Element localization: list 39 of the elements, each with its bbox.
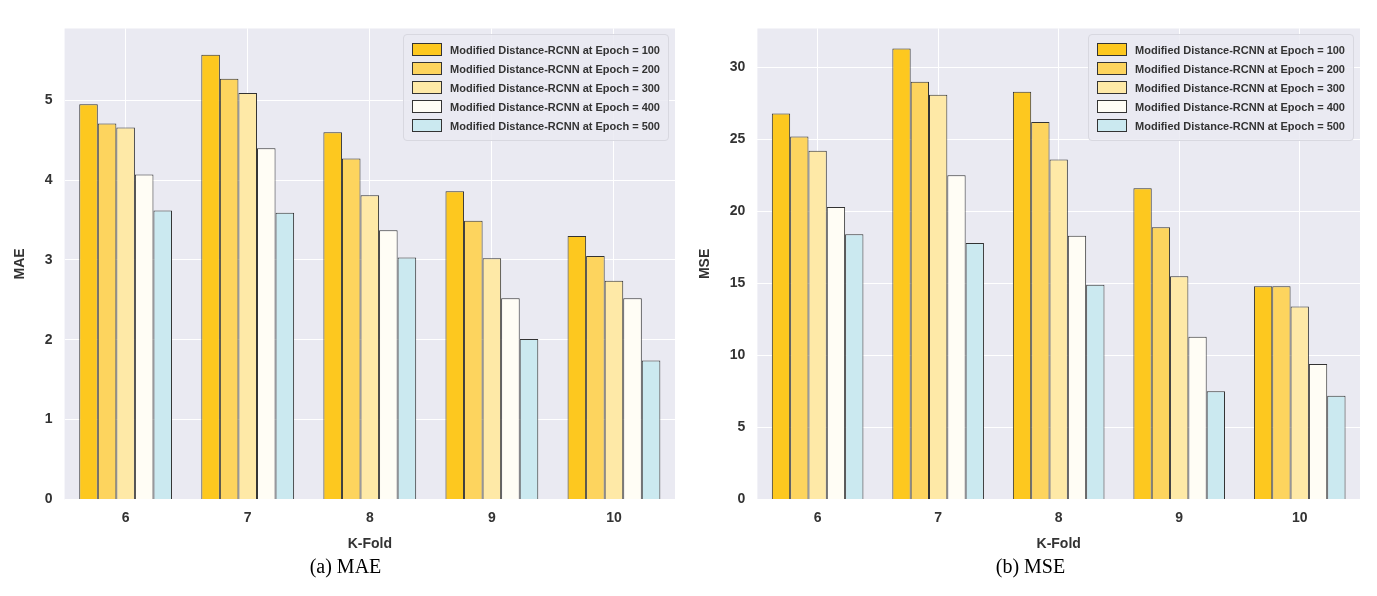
x-tick-label: 6 [813, 508, 822, 525]
legend-label: Modified Distance-RCNN at Epoch = 400 [1135, 100, 1345, 113]
legend-label: Modified Distance-RCNN at Epoch = 500 [1135, 119, 1345, 132]
y-tick-label: 30 [729, 58, 746, 75]
x-tick-label: 10 [1291, 508, 1308, 525]
y-tick-label: 4 [44, 170, 53, 187]
x-axis-title: K-Fold [1036, 535, 1081, 552]
legend-label: Modified Distance-RCNN at Epoch = 400 [450, 100, 660, 113]
legend-label: Modified Distance-RCNN at Epoch = 300 [450, 81, 660, 94]
y-tick-label: 3 [44, 250, 53, 267]
text: (b) MSE [995, 555, 1066, 578]
y-tick-label: 5 [737, 418, 746, 435]
x-tick-label: 9 [487, 508, 496, 525]
legend-label: Modified Distance-RCNN at Epoch = 200 [450, 62, 660, 75]
y-tick-label: 2 [44, 330, 53, 347]
text: (a) MAE [309, 555, 382, 578]
y-tick-label: 25 [729, 130, 746, 147]
legend-label: Modified Distance-RCNN at Epoch = 200 [1135, 62, 1345, 75]
legend-label: Modified Distance-RCNN at Epoch = 300 [1135, 81, 1345, 94]
x-tick-label: 7 [934, 508, 943, 525]
y-tick-label: 10 [729, 346, 746, 363]
legend-label: Modified Distance-RCNN at Epoch = 100 [1135, 43, 1345, 56]
y-axis-title: MAE [11, 248, 28, 280]
x-axis-title: K-Fold [347, 535, 392, 552]
x-tick-label: 9 [1175, 508, 1184, 525]
x-tick-label: 10 [606, 508, 622, 525]
legend-label: Modified Distance-RCNN at Epoch = 100 [450, 43, 660, 56]
y-tick-label: 0 [44, 490, 53, 507]
y-tick-label: 20 [729, 202, 746, 219]
legend-label: Modified Distance-RCNN at Epoch = 500 [450, 119, 660, 132]
x-tick-label: 7 [243, 508, 252, 525]
y-tick-label: 15 [729, 274, 746, 291]
x-tick-label: 8 [1054, 508, 1063, 525]
x-tick-label: 6 [121, 508, 130, 525]
y-tick-label: 1 [44, 410, 53, 427]
y-axis-title: MSE [696, 248, 713, 280]
y-tick-label: 0 [737, 490, 746, 507]
x-tick-label: 8 [365, 508, 374, 525]
y-tick-label: 5 [44, 91, 53, 108]
